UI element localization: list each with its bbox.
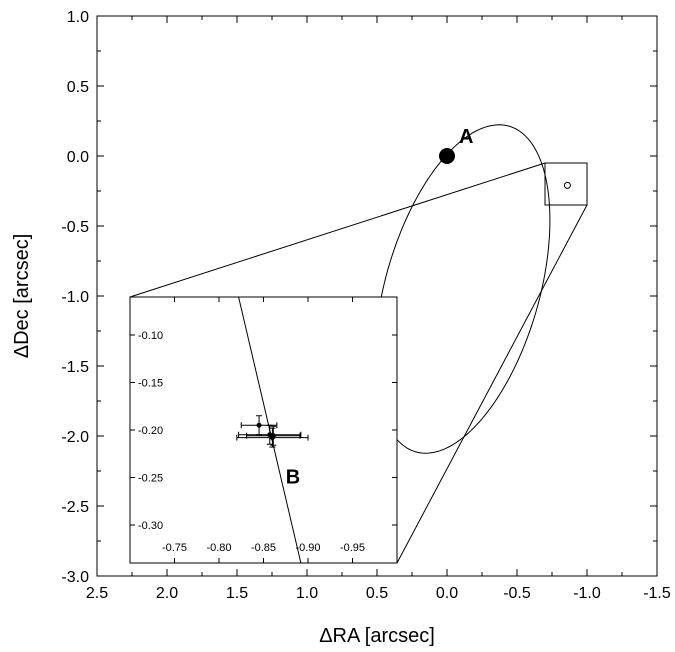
point-a-marker [439,148,455,164]
y-tick-label: -2.0 [61,429,89,446]
y-tick-label: -1.5 [61,359,89,376]
y-tick-label: 0.5 [67,79,89,96]
point-a-label: A [459,126,473,148]
point-b-marker [563,181,571,189]
inset-point-b-label: B [286,467,300,489]
y-tick-label: 0.0 [67,149,89,166]
inset-x-tick-label: -0.80 [206,542,231,554]
inset-x-tick-label: -0.95 [340,542,365,554]
inset-x-tick-label: -0.90 [295,542,320,554]
orbit-ellipse [374,124,551,454]
inset-x-tick-label: -0.85 [251,542,276,554]
data-points: A [439,126,571,189]
inset-frame [129,296,398,564]
zoom-box-group [129,162,588,564]
y-tick-label: -1.0 [61,289,89,306]
x-tick-label: 1.5 [226,585,248,602]
inset-measurement-point [270,433,276,439]
x-tick-label: 0.0 [436,585,458,602]
y-tick-label: 1.0 [67,9,89,26]
inset-y-tick-label: -0.15 [138,378,163,390]
zoom-connector-line [129,162,546,298]
y-tick-label: -3.0 [61,569,89,586]
y-axis-title: ΔDec [arcsec] [11,234,33,359]
inset-panel: -0.75 -0.80 -0.85 -0.90 -0.95 -0.10 -0.15 -0.20… [129,296,398,564]
inset-y-tick-label: -0.10 [138,330,163,342]
inset-y-tick-label: -0.25 [138,473,163,485]
inset-x-tick-label: -0.75 [162,542,187,554]
orbit-ellipse-path [374,124,551,454]
x-axis-title: ΔRA [arcsec] [319,625,435,647]
x-tick-label: -0.5 [503,585,531,602]
x-tick-label: 2.5 [86,585,108,602]
inset-y-tick-label: -0.20 [138,425,163,437]
x-tick-label: -1.0 [573,585,601,602]
main-tick-labels: 2.5 2.0 1.5 1.0 0.5 0.0 -0.5 -1.0 -1.5 1.0 0.5 0.0 -… [61,9,670,602]
zoom-connector-line [396,204,588,564]
main-axis-ticks [96,15,658,577]
inset-y-tick-label: -0.30 [138,520,163,532]
inset-measurement-point [256,422,262,428]
x-tick-label: 0.5 [366,585,388,602]
y-tick-label: -2.5 [61,499,89,516]
x-tick-label: -1.5 [643,585,671,602]
x-tick-label: 2.0 [156,585,178,602]
y-tick-label: -0.5 [61,219,89,236]
x-tick-label: 1.0 [296,585,318,602]
zoom-box [544,162,588,206]
